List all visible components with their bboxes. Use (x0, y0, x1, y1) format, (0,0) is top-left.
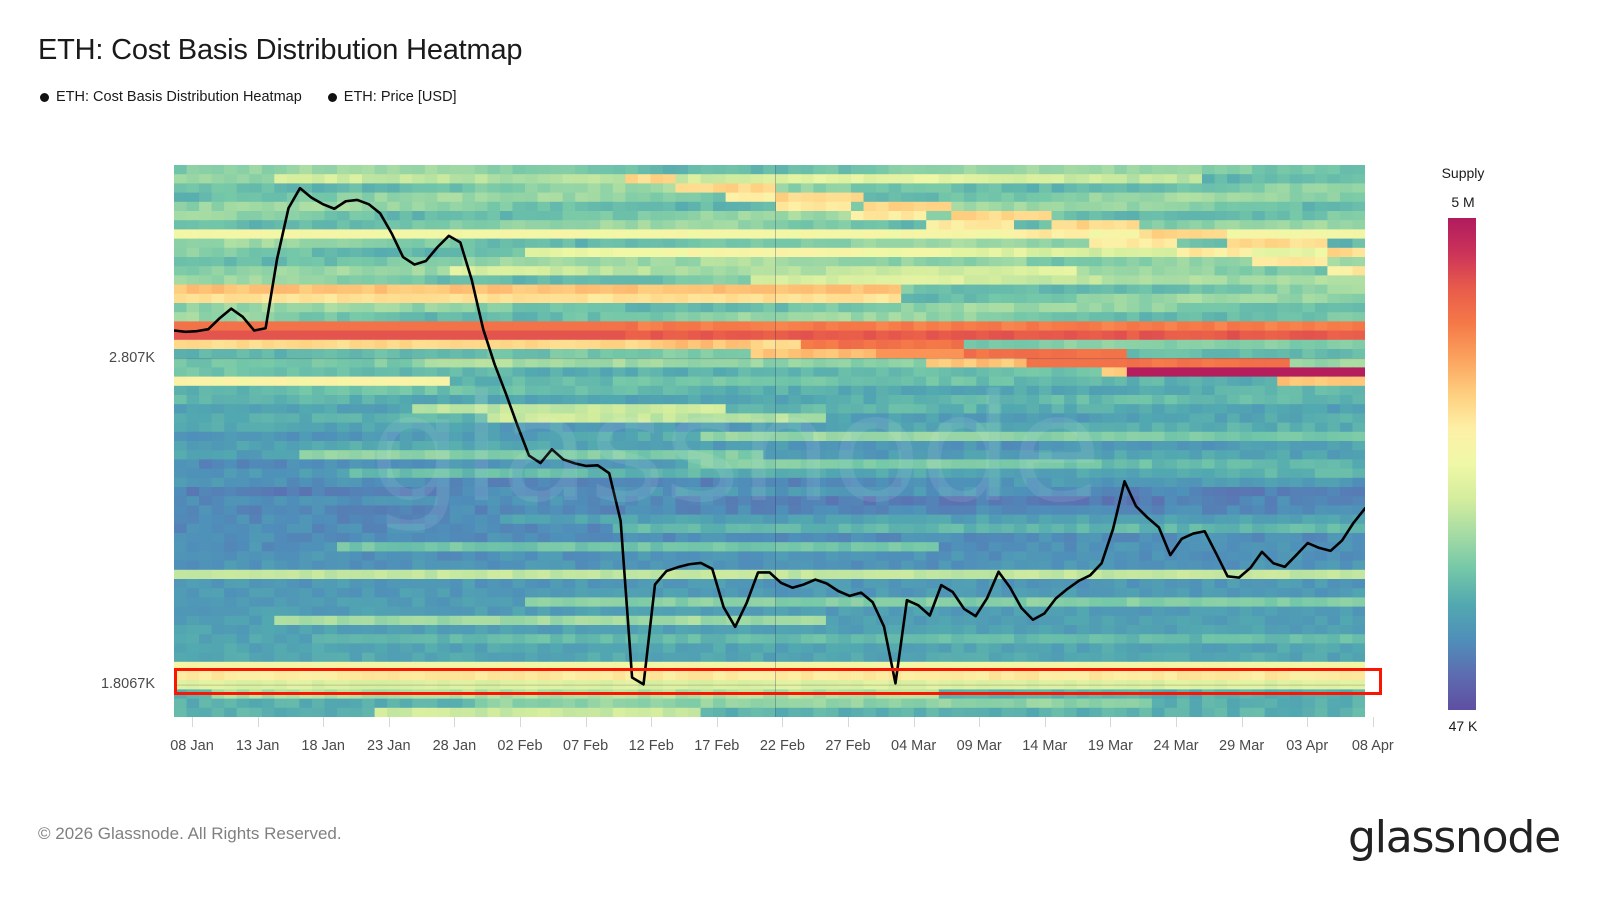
x-axis-tick-label: 18 Jan (301, 738, 345, 754)
x-axis-tick-mark (651, 717, 653, 727)
x-axis-tick-label: 28 Jan (432, 738, 477, 754)
x-axis-tick-mark (1241, 717, 1243, 727)
heatmap-canvas (174, 165, 1365, 717)
y-axis: 1.8067K 2.807K (0, 0, 155, 900)
x-axis-tick-label: 22 Feb (759, 738, 805, 754)
x-axis-tick-label: 27 Feb (825, 738, 871, 754)
page-title: ETH: Cost Basis Distribution Heatmap (38, 34, 523, 66)
x-axis-tick-mark (1176, 717, 1177, 727)
x-axis-tick-mark (1307, 717, 1309, 727)
heatmap-plot-area[interactable] (174, 165, 1365, 717)
x-axis-tick-mark (257, 717, 259, 727)
glassnode-logo: glassnode (1348, 812, 1561, 863)
chart-legend: ETH: Cost Basis Distribution Heatmap ETH… (40, 89, 457, 105)
x-axis-tick-label: 04 Mar (891, 738, 937, 754)
colorbar-title: Supply (1441, 165, 1485, 181)
footer-copyright: © 2026 Glassnode. All Rights Reserved. (38, 824, 342, 843)
legend-item-heatmap[interactable]: ETH: Cost Basis Distribution Heatmap (40, 89, 302, 105)
x-axis-tick-label: 29 Mar (1219, 738, 1265, 754)
x-axis-tick-label: 03 Apr (1286, 738, 1329, 754)
colorbar-max-label: 5 M (1451, 194, 1475, 210)
x-axis-tick-label: 07 Feb (563, 738, 609, 754)
x-axis-tick-mark (323, 717, 325, 727)
colorbar-min-label: 47 K (1448, 718, 1478, 734)
legend-dot-heatmap (40, 92, 49, 102)
y-axis-tick-label: 2.807K (109, 349, 155, 366)
x-axis-tick-label: 24 Mar (1153, 738, 1199, 754)
x-axis-tick-mark (782, 717, 784, 727)
x-axis-tick-mark (520, 717, 521, 727)
x-axis-tick-label: 09 Mar (956, 738, 1002, 754)
x-axis-tick-label: 13 Jan (235, 738, 280, 754)
legend-label-price: ETH: Price [USD] (343, 89, 457, 105)
x-axis-tick-label: 08 Jan (170, 738, 214, 754)
x-axis-tick-mark (848, 717, 849, 727)
legend-item-price[interactable]: ETH: Price [USD] (327, 89, 457, 105)
x-axis-tick-label: 12 Feb (628, 738, 674, 754)
x-axis-tick-mark (913, 717, 915, 727)
legend-label-heatmap: ETH: Cost Basis Distribution Heatmap (56, 89, 302, 105)
colorbar-gradient[interactable] (1448, 218, 1476, 710)
x-axis-tick-label: 23 Jan (367, 738, 411, 754)
x-axis-tick-mark (1372, 717, 1374, 727)
x-axis-tick-mark (388, 717, 390, 727)
x-axis-tick-mark (716, 717, 718, 727)
x-axis-tick-mark (585, 717, 587, 727)
y-axis-tick-label: 1.8067K (100, 676, 155, 693)
x-axis-tick-mark (454, 717, 456, 727)
price-line (174, 186, 1365, 686)
x-axis-tick-mark (979, 717, 981, 727)
x-axis-tick-mark (1044, 717, 1046, 727)
x-axis-tick-label: 14 Mar (1022, 738, 1068, 754)
x-axis-tick-label: 02 Feb (497, 738, 543, 754)
x-axis-tick-label: 19 Mar (1087, 738, 1133, 754)
x-axis-tick-label: 08 Apr (1351, 738, 1394, 754)
x-axis-tick-label: 17 Feb (694, 738, 740, 754)
x-axis-tick-mark (192, 717, 193, 727)
x-axis-tick-mark (1110, 717, 1112, 727)
legend-dot-price (327, 92, 337, 102)
